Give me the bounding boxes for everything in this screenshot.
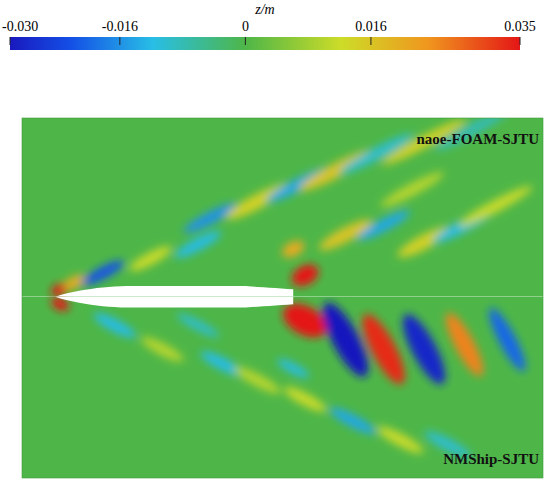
wave-patch xyxy=(327,403,379,438)
colorbar-title: z/m xyxy=(254,2,274,17)
colorbar-tick xyxy=(520,37,521,45)
wave-patch xyxy=(79,257,127,290)
wave-patch xyxy=(395,309,453,389)
wave-patch xyxy=(439,309,489,381)
panel-background xyxy=(22,297,543,478)
panel-label: naoe-FOAM-SJTU xyxy=(417,131,540,147)
plot-frame xyxy=(22,118,543,478)
colorbar-tick-label: -0.016 xyxy=(102,19,138,34)
wave-patch xyxy=(394,222,453,263)
chart: z/m -0.030 -0.016 0 0.016 0.035 naoe-FOAM-SJTU… xyxy=(0,0,549,483)
colorbar-tick xyxy=(370,37,371,45)
panel-background xyxy=(22,118,543,297)
wave-patch xyxy=(91,309,139,342)
wave-patch xyxy=(281,383,329,416)
colorbar-tick xyxy=(119,37,120,45)
wave-patch xyxy=(139,333,187,366)
panel-field xyxy=(22,118,543,297)
colorbar-tick-label: -0.030 xyxy=(2,19,38,34)
colorbar-tick-label: 0.035 xyxy=(504,19,536,34)
wave-patch xyxy=(198,347,246,380)
panel-field xyxy=(22,297,543,478)
hull xyxy=(55,286,293,297)
colorbar-tick xyxy=(10,37,11,45)
wave-patch xyxy=(275,356,311,381)
wave-patch xyxy=(172,227,224,262)
hull xyxy=(55,297,293,308)
wave-patch xyxy=(232,363,284,398)
wave-patch xyxy=(374,422,426,457)
wave-patch xyxy=(355,206,413,244)
colorbar-tick-label: 0 xyxy=(242,19,249,34)
wave-patch xyxy=(483,304,531,375)
colorbar-tick xyxy=(245,37,246,45)
colorbar xyxy=(10,37,520,50)
wave-patch xyxy=(378,168,447,212)
wave-patch xyxy=(296,145,376,197)
wave-patch xyxy=(288,260,322,290)
wave-patch xyxy=(175,310,221,341)
wave-patch xyxy=(127,242,175,275)
wave-patch xyxy=(456,181,535,231)
colorbar-tick-label: 0.016 xyxy=(355,19,387,34)
wave-patch xyxy=(223,178,293,224)
panel-label: NMShip-SJTU xyxy=(443,451,539,467)
wave-patch xyxy=(279,237,307,261)
